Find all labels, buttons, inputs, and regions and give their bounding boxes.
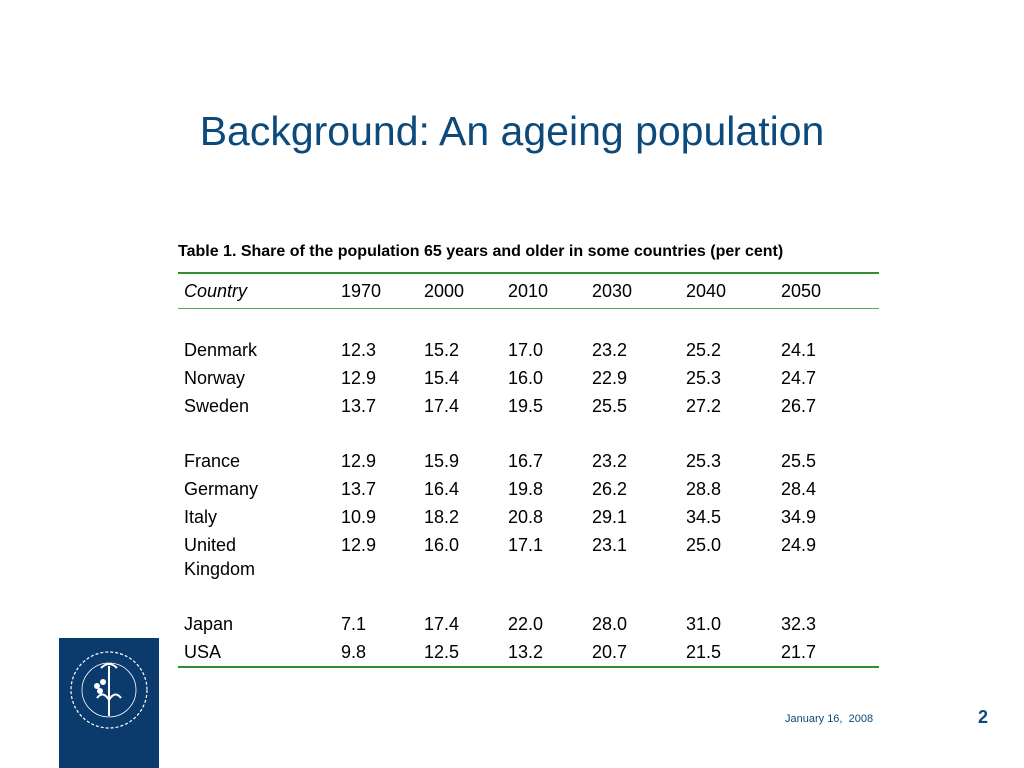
table-cell: 15.9 <box>424 451 460 471</box>
row-group: Denmark 12.3 15.2 17.0 23.2 25.2 24.1 Norway 12.… <box>178 336 879 420</box>
table-cell: 2000 <box>424 281 465 301</box>
table-cell: 16.7 <box>508 451 544 471</box>
page-number: 2 <box>978 707 989 727</box>
table-cell: 7.1 <box>341 614 367 634</box>
table-row: Japan 7.1 17.4 22.0 28.0 31.0 32.3 <box>178 610 879 638</box>
row-label: France <box>184 451 241 471</box>
table-cell: 29.1 <box>592 507 628 527</box>
row-label: USA <box>184 642 222 662</box>
row-label: Country <box>184 281 248 301</box>
table-cell: 20.8 <box>508 507 544 527</box>
table-cell: 24.9 <box>781 535 817 555</box>
table-row: United Kingdom 12.9 16.0 17.1 23.1 25.0 24.9 <box>178 531 879 583</box>
row-label: Germany <box>184 479 259 499</box>
table-cell: 1970 <box>341 281 382 301</box>
table-cell: 17.1 <box>508 535 544 555</box>
table-cell: 16.4 <box>424 479 460 499</box>
table-cell: 24.7 <box>781 368 817 388</box>
table-cell: 27.2 <box>686 396 722 416</box>
table-cell: 12.3 <box>341 340 377 360</box>
row-label: Sweden <box>184 396 250 416</box>
table-cell: 28.0 <box>592 614 628 634</box>
table-cell: 10.9 <box>341 507 377 527</box>
table-row: Sweden 13.7 17.4 19.5 25.5 27.2 26.7 <box>178 392 879 420</box>
row-group: France 12.9 15.9 16.7 23.2 25.3 25.5 Germany 13.… <box>178 447 879 583</box>
row-label: Japan <box>184 614 234 634</box>
table-cell: 15.2 <box>424 340 460 360</box>
table-row: France 12.9 15.9 16.7 23.2 25.3 25.5 <box>178 447 879 475</box>
table-cell: 22.9 <box>592 368 628 388</box>
table-cell: 2010 <box>508 281 549 301</box>
table-cell: 16.0 <box>424 535 460 555</box>
table-cell: 25.3 <box>686 451 722 471</box>
table-cell: 19.8 <box>508 479 544 499</box>
table-cell: 16.0 <box>508 368 544 388</box>
table-cell: 21.7 <box>781 642 817 662</box>
table-row: Italy 10.9 18.2 20.8 29.1 34.5 34.9 <box>178 503 879 531</box>
table-cell: 24.1 <box>781 340 817 360</box>
table-cell: 31.0 <box>686 614 722 634</box>
table-cell: 23.1 <box>592 535 628 555</box>
table-cell: 28.8 <box>686 479 722 499</box>
row-label: Denmark <box>184 340 258 360</box>
table-caption: Table 1. Share of the population 65 year… <box>178 243 784 260</box>
table-cell: 23.2 <box>592 451 628 471</box>
row-label: Italy <box>184 507 218 527</box>
table-row: Norway 12.9 15.4 16.0 22.9 25.3 24.7 <box>178 364 879 392</box>
table-cell: 2040 <box>686 281 727 301</box>
slide-title: Background: An ageing population <box>199 108 825 154</box>
table-cell: 22.0 <box>508 614 544 634</box>
table-cell: 34.9 <box>781 507 817 527</box>
table-cell: 19.5 <box>508 396 544 416</box>
table-cell: 21.5 <box>686 642 722 662</box>
table-row: Germany 13.7 16.4 19.8 26.2 28.8 28.4 <box>178 475 879 503</box>
table-cell: 17.0 <box>508 340 544 360</box>
table-cell: 23.2 <box>592 340 628 360</box>
footer-date: January 16, 2008 <box>785 713 874 725</box>
row-group: Japan 7.1 17.4 22.0 28.0 31.0 32.3 USA 9.8 12.5 13… <box>178 610 879 666</box>
table-cell: 34.5 <box>686 507 722 527</box>
university-logo <box>59 638 159 768</box>
table-cell: 17.4 <box>424 614 460 634</box>
table-row: Denmark 12.3 15.2 17.0 23.2 25.2 24.1 <box>178 336 879 364</box>
table-cell: 12.9 <box>341 451 377 471</box>
table-cell: 25.5 <box>781 451 817 471</box>
row-label: Norway <box>184 368 246 388</box>
table-cell: 25.5 <box>592 396 628 416</box>
table-cell: 2050 <box>781 281 822 301</box>
table-cell: 26.2 <box>592 479 628 499</box>
table-header: Country 1970 2000 2010 2030 2040 2050 <box>178 274 879 309</box>
table-cell: 18.2 <box>424 507 460 527</box>
table-cell: 25.3 <box>686 368 722 388</box>
table-cell: 15.4 <box>424 368 460 388</box>
table-cell: 26.7 <box>781 396 817 416</box>
table-cell: 2030 <box>592 281 633 301</box>
table-cell: 13.7 <box>341 396 377 416</box>
table-cell: 20.7 <box>592 642 628 662</box>
table-cell: 9.8 <box>341 642 367 662</box>
data-table: Country 1970 2000 2010 2030 2040 2050 Denmark 12… <box>178 272 879 668</box>
table-cell: 13.2 <box>508 642 544 662</box>
row-label: United Kingdom <box>184 535 256 579</box>
table-cell: 28.4 <box>781 479 817 499</box>
table-cell: 25.2 <box>686 340 722 360</box>
table-row: USA 9.8 12.5 13.2 20.7 21.5 21.7 <box>178 638 879 666</box>
table-cell: 12.9 <box>341 368 377 388</box>
table-cell: 13.7 <box>341 479 377 499</box>
table-cell: 25.0 <box>686 535 722 555</box>
table-cell: 32.3 <box>781 614 817 634</box>
table-cell: 12.5 <box>424 642 460 662</box>
table-cell: 12.9 <box>341 535 377 555</box>
table-cell: 17.4 <box>424 396 460 416</box>
